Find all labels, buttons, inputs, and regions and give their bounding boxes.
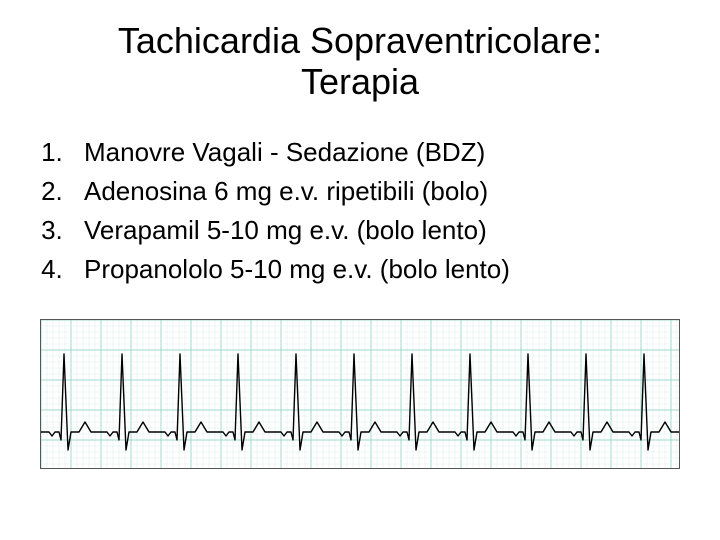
title-line-1: Tachicardia Sopraventricolare: [118, 20, 602, 61]
title-line-2: Terapia [301, 61, 419, 102]
therapy-list: Manovre Vagali - Sedazione (BDZ) Adenosi… [40, 133, 680, 289]
list-item: Manovre Vagali - Sedazione (BDZ) [70, 133, 680, 172]
slide: Tachicardia Sopraventricolare: Terapia M… [0, 0, 720, 540]
slide-title: Tachicardia Sopraventricolare: Terapia [40, 20, 680, 103]
list-item: Adenosina 6 mg e.v. ripetibili (bolo) [70, 172, 680, 211]
ecg-strip [40, 319, 680, 469]
list-item: Propanololo 5-10 mg e.v. (bolo lento) [70, 250, 680, 289]
list-item: Verapamil 5-10 mg e.v. (bolo lento) [70, 211, 680, 250]
